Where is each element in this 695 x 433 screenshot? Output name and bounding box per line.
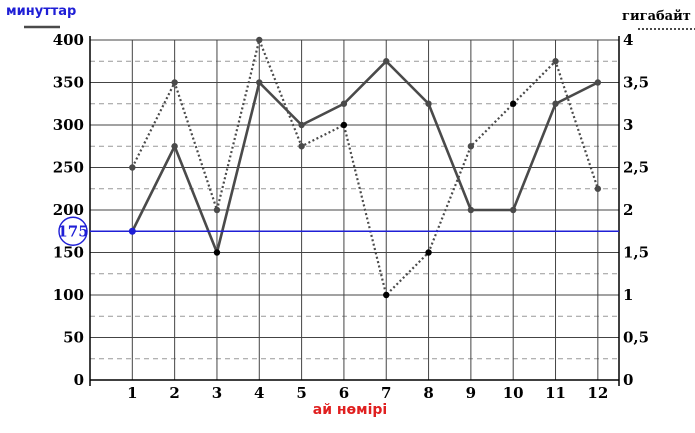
minutes-point [467,206,475,214]
grid [90,39,619,381]
x-tick-label: 8 [423,384,433,402]
minutes-point [256,79,263,86]
reference-value-circle [58,216,88,246]
gigabytes-point [298,143,305,150]
x-axis-title: ай нөмірі [313,402,387,418]
left-tick-label: 300 [53,116,84,134]
x-tick-label: 3 [212,384,222,402]
minutes-point [510,206,517,214]
left-tick-label: 150 [53,244,84,262]
left-tick-label: 50 [63,329,84,347]
minutes-point [171,143,178,150]
x-tick-label: 6 [339,384,349,402]
x-tick-label: 2 [169,384,179,402]
gigabytes-point [467,143,475,150]
gigabytes-point [340,121,348,129]
tick-labels: 0 50 100 150 200 250 300 350 400 0 0,5 1 1,5 2 2,5 3 3,5… [53,31,649,402]
gigabytes-point [213,206,221,214]
minutes-point [213,249,221,256]
x-tick-label: 10 [503,384,524,402]
right-tick-label: 4 [623,31,633,49]
right-tick-label: 0 [623,371,633,389]
gigabytes-series-line [131,38,599,297]
minutes-point [383,58,390,65]
x-tick-label: 5 [296,384,306,402]
gigabytes-point [425,249,432,256]
left-tick-label: 350 [53,74,84,92]
gigabytes-point [383,291,390,299]
right-axis-title: гигабайт [622,9,691,24]
gigabytes-point [594,185,602,192]
minutes-point [594,79,602,86]
x-tick-label: 4 [254,384,264,402]
minutes-series-line [131,59,599,254]
left-tick-label: 0 [74,371,84,389]
minutes-point [340,100,348,107]
right-tick-label: 3 [623,116,633,134]
left-tick-label: 100 [53,286,84,304]
minutes-point [425,100,432,107]
right-tick-label: 3,5 [623,74,649,92]
right-tick-label: 0,5 [623,329,649,347]
left-tick-label: 200 [53,201,84,219]
left-tick-label: 400 [53,31,84,49]
left-tick-label: 250 [53,159,84,177]
right-tick-label: 1 [623,286,633,304]
axes [89,36,620,386]
gigabytes-point [171,79,178,86]
x-tick-label: 12 [587,384,608,402]
gigabytes-point [510,100,517,107]
reference-point [128,227,136,235]
right-tick-label: 1,5 [623,244,649,262]
minutes-point [552,100,559,107]
series-layer [129,36,602,299]
x-tick-label: 1 [127,384,137,402]
reference-line-group: 175 [57,216,619,246]
reference-value-label: 175 [57,222,88,240]
x-tick-label: 9 [466,384,476,402]
x-tick-label: 11 [545,384,566,402]
left-axis-title: минуттар [6,4,76,19]
gigabytes-point [129,164,136,171]
right-tick-label: 2 [623,201,633,219]
x-tick-label: 7 [381,384,391,402]
right-tick-label: 2,5 [623,159,649,177]
minutes-point [298,121,305,129]
gigabytes-point [552,58,559,65]
gigabytes-point [256,36,263,44]
